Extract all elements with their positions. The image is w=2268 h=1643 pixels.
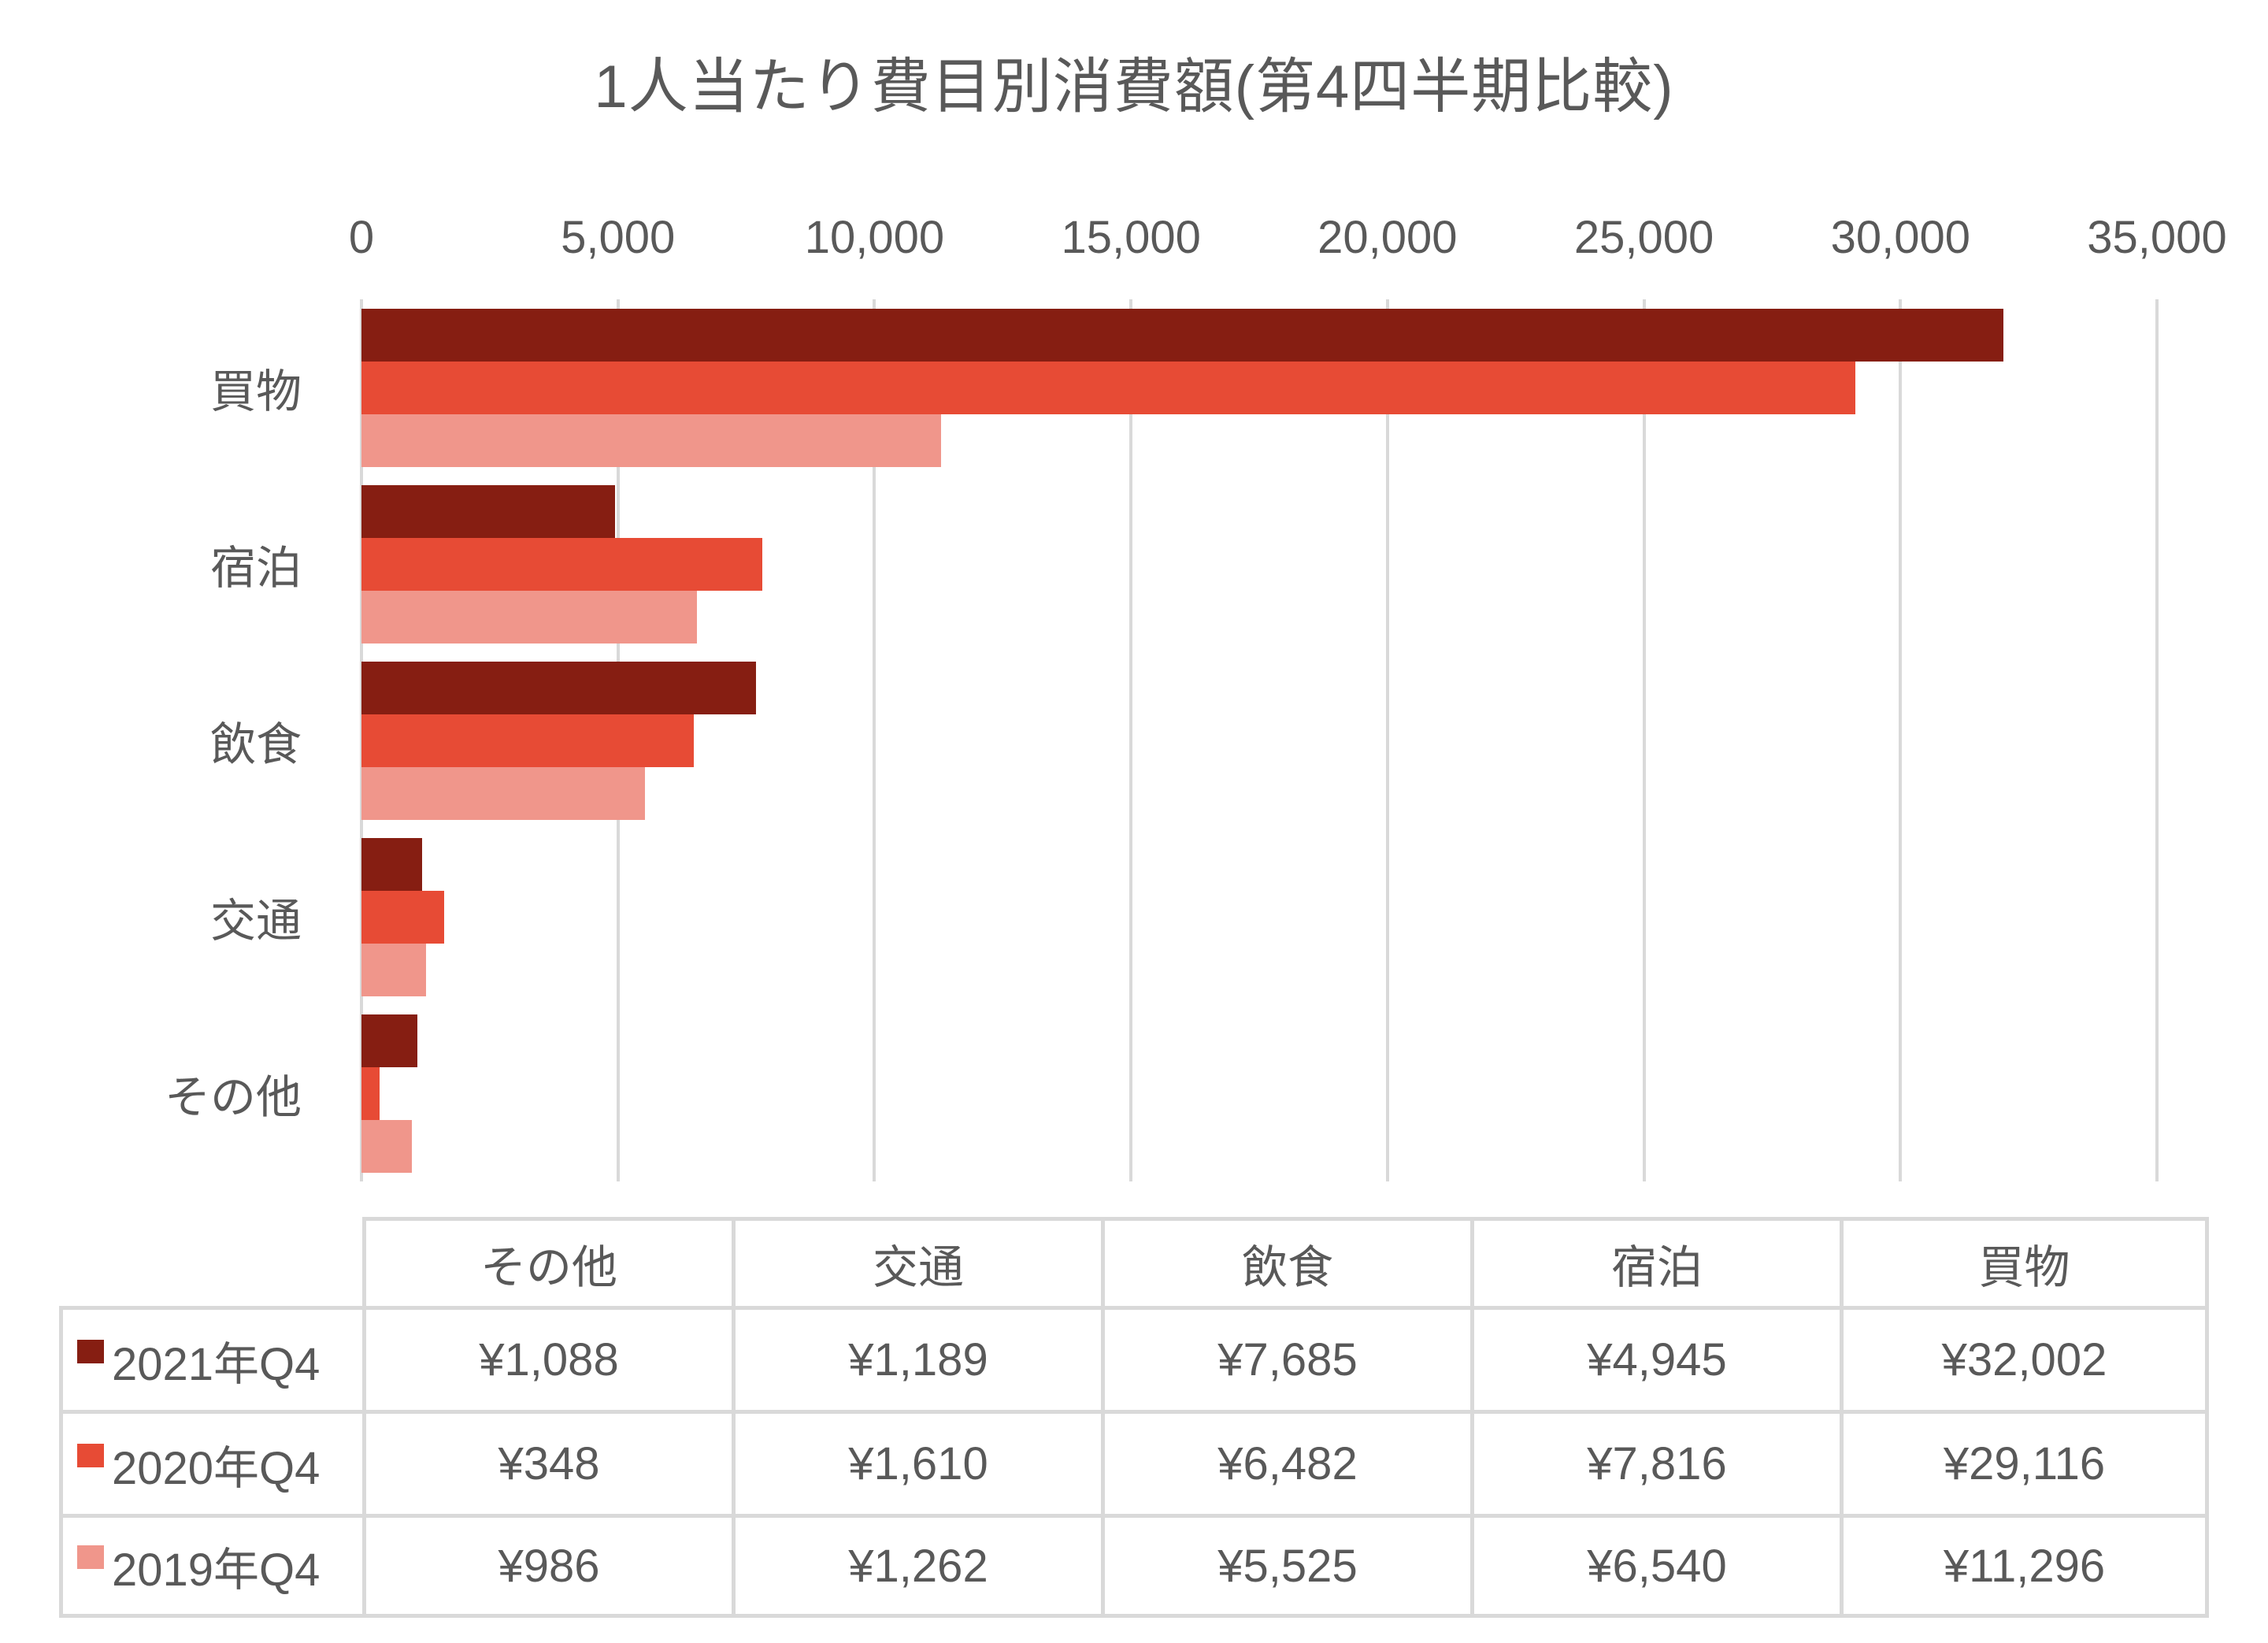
x-tick-label: 30,000 xyxy=(1830,212,1970,263)
x-tick-label: 35,000 xyxy=(2087,212,2227,263)
row-label-cell: 2019年Q4 xyxy=(59,1514,362,1618)
value-cell: ¥6,482 xyxy=(1101,1410,1470,1514)
bar-2021年Q4-買物 xyxy=(361,308,2003,362)
row-label: 2020年Q4 xyxy=(112,1442,321,1494)
bar-2020年Q4-買物 xyxy=(361,361,1855,414)
bar-2020年Q4-その他 xyxy=(361,1066,380,1120)
bar-2021年Q4-その他 xyxy=(361,1014,417,1067)
legend-swatch xyxy=(77,1545,104,1569)
bar-2019年Q4-宿泊 xyxy=(361,590,698,643)
bar-2020年Q4-飲食 xyxy=(361,714,695,767)
bar-2019年Q4-買物 xyxy=(361,414,941,467)
value-cell: ¥986 xyxy=(362,1514,732,1618)
bar-2021年Q4-交通 xyxy=(361,837,423,891)
gridline xyxy=(2155,299,2159,1181)
value-cell: ¥4,945 xyxy=(1470,1306,1840,1410)
bar-2020年Q4-宿泊 xyxy=(361,537,763,591)
x-tick-label: 15,000 xyxy=(1061,212,1201,263)
value-cell: ¥7,816 xyxy=(1470,1410,1840,1514)
legend-swatch xyxy=(77,1443,104,1467)
value-cell: ¥11,296 xyxy=(1840,1514,2209,1618)
x-tick-label: 25,000 xyxy=(1573,212,1714,263)
bar-group-その他 xyxy=(361,1005,2157,1181)
category-label-飲食: 飲食 xyxy=(209,719,302,770)
bar-2019年Q4-交通 xyxy=(361,943,427,996)
value-cell: ¥32,002 xyxy=(1840,1306,2209,1410)
value-cell: ¥7,685 xyxy=(1101,1306,1470,1410)
table-header-cell: 宿泊 xyxy=(1470,1217,1840,1306)
row-label: 2021年Q4 xyxy=(112,1338,321,1390)
table-corner-cell xyxy=(59,1217,362,1306)
x-tick-label: 0 xyxy=(348,212,375,263)
value-cell: ¥29,116 xyxy=(1840,1410,2209,1514)
x-tick-label: 20,000 xyxy=(1317,212,1458,263)
category-label-宿泊: 宿泊 xyxy=(209,543,302,594)
table-header-cell: 交通 xyxy=(732,1217,1101,1306)
gridline xyxy=(1129,299,1133,1181)
bar-group-飲食 xyxy=(361,652,2157,829)
gridline xyxy=(1385,299,1389,1181)
category-label-買物: 買物 xyxy=(209,366,302,417)
gridline xyxy=(1899,299,1903,1181)
chart-title: 1人当たり費目別消費額(第4四半期比較) xyxy=(594,54,1674,121)
x-axis: 0 5,000 10,000 15,000 20,000 25,000 30,000 35,0… xyxy=(0,211,2268,266)
bar-2021年Q4-飲食 xyxy=(361,661,756,714)
row-label: 2019年Q4 xyxy=(112,1545,321,1596)
x-tick-label: 10,000 xyxy=(804,212,945,263)
value-cell: ¥1,610 xyxy=(732,1410,1101,1514)
bar-group-買物 xyxy=(361,299,2157,476)
value-cell: ¥6,540 xyxy=(1470,1514,1840,1618)
value-cell: ¥1,262 xyxy=(732,1514,1101,1618)
value-cell: ¥348 xyxy=(362,1410,732,1514)
bar-group-宿泊 xyxy=(361,476,2157,652)
table-header-cell: その他 xyxy=(362,1217,732,1306)
bar-2019年Q4-その他 xyxy=(361,1119,413,1173)
value-cell: ¥5,525 xyxy=(1101,1514,1470,1618)
gridline xyxy=(1642,299,1646,1181)
bar-group-交通 xyxy=(361,829,2157,1005)
gridline xyxy=(873,299,876,1181)
data-table: その他 交通 飲食 宿泊 買物 2021年Q4 ¥1,088 ¥1,189 ¥7,685 ¥4,9… xyxy=(59,1217,2209,1618)
table-header-cell: 買物 xyxy=(1840,1217,2209,1306)
plot-area xyxy=(360,299,2159,1181)
value-cell: ¥1,088 xyxy=(362,1306,732,1410)
row-label-cell: 2021年Q4 xyxy=(59,1306,362,1410)
legend-swatch xyxy=(77,1339,104,1363)
row-label-cell: 2020年Q4 xyxy=(59,1410,362,1514)
category-label-交通: 交通 xyxy=(209,896,302,947)
bar-2020年Q4-交通 xyxy=(361,890,444,944)
value-cell: ¥1,189 xyxy=(732,1306,1101,1410)
bar-2021年Q4-宿泊 xyxy=(361,484,616,538)
bar-2019年Q4-飲食 xyxy=(361,766,645,820)
table-header-cell: 飲食 xyxy=(1101,1217,1470,1306)
category-label-その他: その他 xyxy=(164,1072,302,1123)
category-axis: 買物宿泊飲食交通その他 xyxy=(0,299,332,1181)
x-tick-label: 5,000 xyxy=(561,212,676,263)
